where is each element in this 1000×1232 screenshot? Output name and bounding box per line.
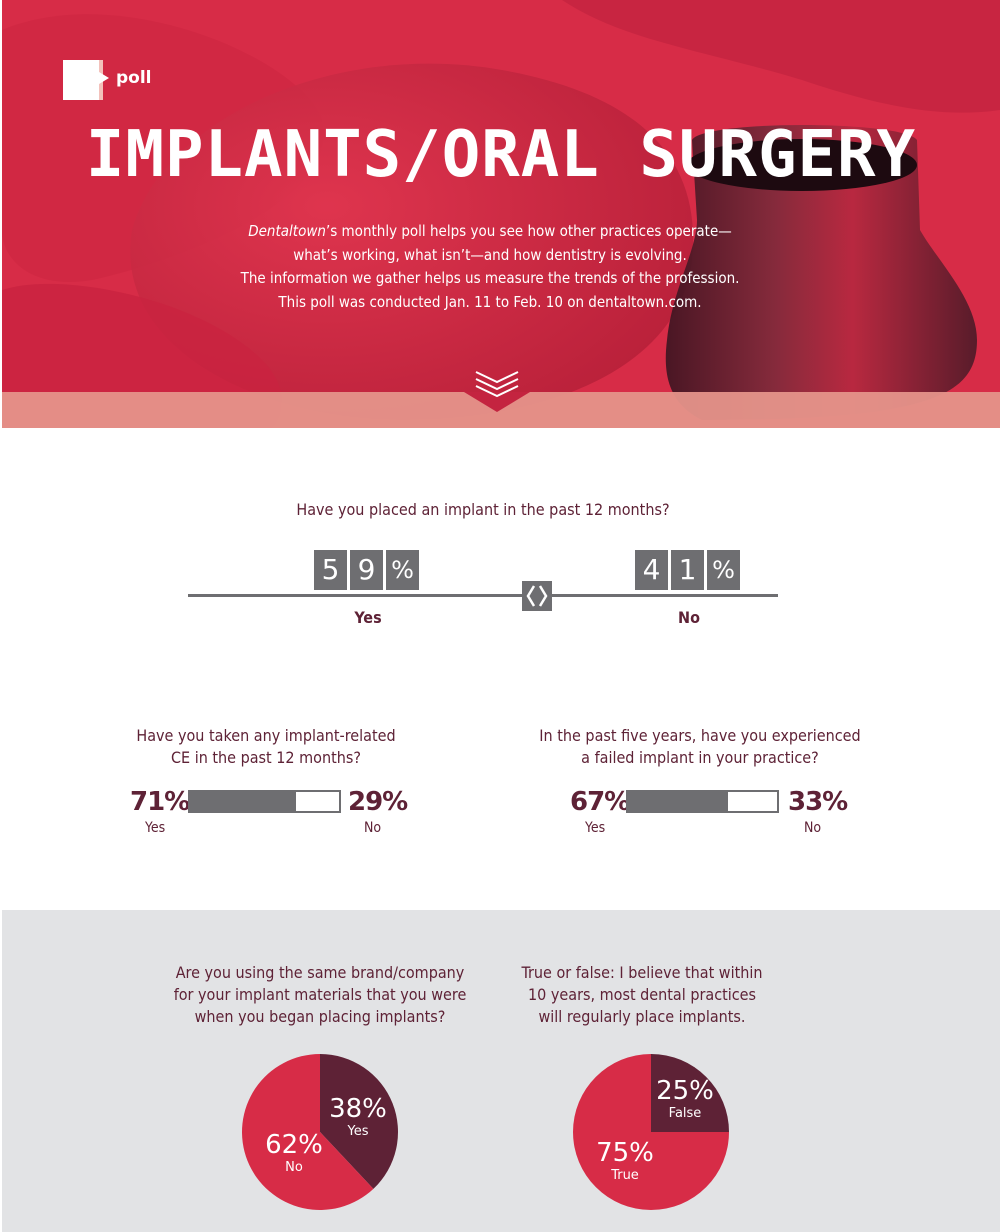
q5-false-label: False xyxy=(668,1106,702,1121)
q4-question: Are you using the same brand/company for… xyxy=(160,962,480,1028)
q3-question-line-1: In the past five years, have you experie… xyxy=(539,726,861,745)
intro-brand: Dentaltown xyxy=(248,222,326,240)
q4-no-text: 62% No xyxy=(262,1130,326,1175)
q4-slice-no xyxy=(241,1054,374,1210)
q4-question-line-3: when you began placing implants? xyxy=(194,1007,446,1026)
q5-true-text: 75% True xyxy=(592,1138,658,1183)
intro-line-2: what’s working, what isn’t—and how denti… xyxy=(293,245,687,264)
q2-yes-label: Yes xyxy=(145,820,166,836)
hero-background-art xyxy=(2,0,1000,428)
q5-question-line-3: will regularly place implants. xyxy=(538,1007,746,1026)
q5-slice-false xyxy=(651,1054,729,1132)
q1-no-digit-2: 1 xyxy=(671,550,704,590)
q1-question: Have you placed an implant in the past 1… xyxy=(296,500,670,519)
q3-question-line-2: a failed implant in your practice? xyxy=(581,748,819,767)
q3-yes-label: Yes xyxy=(585,820,606,836)
q3-yes-value: 67% xyxy=(570,787,630,817)
q3-no-value: 33% xyxy=(788,787,848,817)
poll-label: poll xyxy=(116,68,152,88)
q4-pie-chart xyxy=(241,1054,398,1210)
q1-yes-digits: 5 9 % xyxy=(314,550,422,590)
q2-bar-fill xyxy=(190,792,296,811)
q1-no-percent-sign: % xyxy=(707,550,740,590)
q1-divider-line xyxy=(188,594,778,597)
q1-no-label: No xyxy=(678,608,700,627)
q4-no-label: No xyxy=(285,1160,303,1175)
q1-yes-label: Yes xyxy=(354,608,382,627)
q3-bar-track xyxy=(626,790,779,813)
q4-no-value: 62% xyxy=(265,1130,323,1160)
scroll-down-chevron-icon[interactable] xyxy=(464,368,530,414)
q3-bar-fill xyxy=(628,792,728,811)
q2-question: Have you taken any implant-related CE in… xyxy=(116,725,416,769)
q4-question-line-2: for your implant materials that you were xyxy=(173,985,467,1004)
q5-true-value: 75% xyxy=(596,1138,654,1168)
poll-logo-icon xyxy=(63,60,109,100)
q4-yes-value: 38% xyxy=(329,1094,387,1124)
q1-yes-percent-sign: % xyxy=(386,550,419,590)
q4-question-line-1: Are you using the same brand/company xyxy=(175,963,465,982)
intro-line-1-rest: ’s monthly poll helps you see how other … xyxy=(325,222,732,240)
q5-pie-chart xyxy=(573,1054,729,1210)
q5-false-value: 25% xyxy=(656,1076,714,1106)
q5-question-line-1: True or false: I believe that within xyxy=(521,963,763,982)
page-title: IMPLANTS/ORAL SURGERY xyxy=(85,118,917,192)
q1-no-digit-1: 4 xyxy=(635,550,668,590)
intro-line-1: Dentaltown’s monthly poll helps you see … xyxy=(2,220,978,244)
q1-yes-digit-2: 9 xyxy=(350,550,383,590)
q5-slice-true xyxy=(573,1054,729,1210)
q4-slice-yes xyxy=(320,1054,398,1189)
q1-no-digits: 4 1 % xyxy=(635,550,743,590)
pie-charts-panel xyxy=(2,910,1000,1232)
q4-yes-label: Yes xyxy=(347,1124,369,1139)
q2-no-label: No xyxy=(364,820,382,836)
q3-question: In the past five years, have you experie… xyxy=(530,725,870,769)
q2-yes-value: 71% xyxy=(130,787,190,817)
q5-true-label: True xyxy=(611,1168,639,1183)
q2-no-value: 29% xyxy=(348,787,408,817)
hero-banner: poll IMPLANTS/ORAL SURGERY Dentaltown’s … xyxy=(2,0,1000,428)
q5-question: True or false: I believe that within 10 … xyxy=(490,962,794,1028)
q1-yes-digit-1: 5 xyxy=(314,550,347,590)
q2-bar-track xyxy=(188,790,341,813)
q5-question-line-2: 10 years, most dental practices xyxy=(527,985,757,1004)
q2-question-line-2: CE in the past 12 months? xyxy=(170,748,362,767)
intro-line-4: This poll was conducted Jan. 11 to Feb. … xyxy=(278,292,702,311)
intro-line-3: The information we gather helps us measu… xyxy=(240,269,740,287)
q4-yes-text: 38% Yes xyxy=(326,1094,390,1139)
q3-no-label: No xyxy=(804,820,822,836)
q2-question-line-1: Have you taken any implant-related xyxy=(136,726,396,745)
q5-false-text: 25% False xyxy=(652,1076,718,1121)
q1-center-divider-icon xyxy=(522,581,552,611)
intro-text: Dentaltown’s monthly poll helps you see … xyxy=(2,220,978,314)
